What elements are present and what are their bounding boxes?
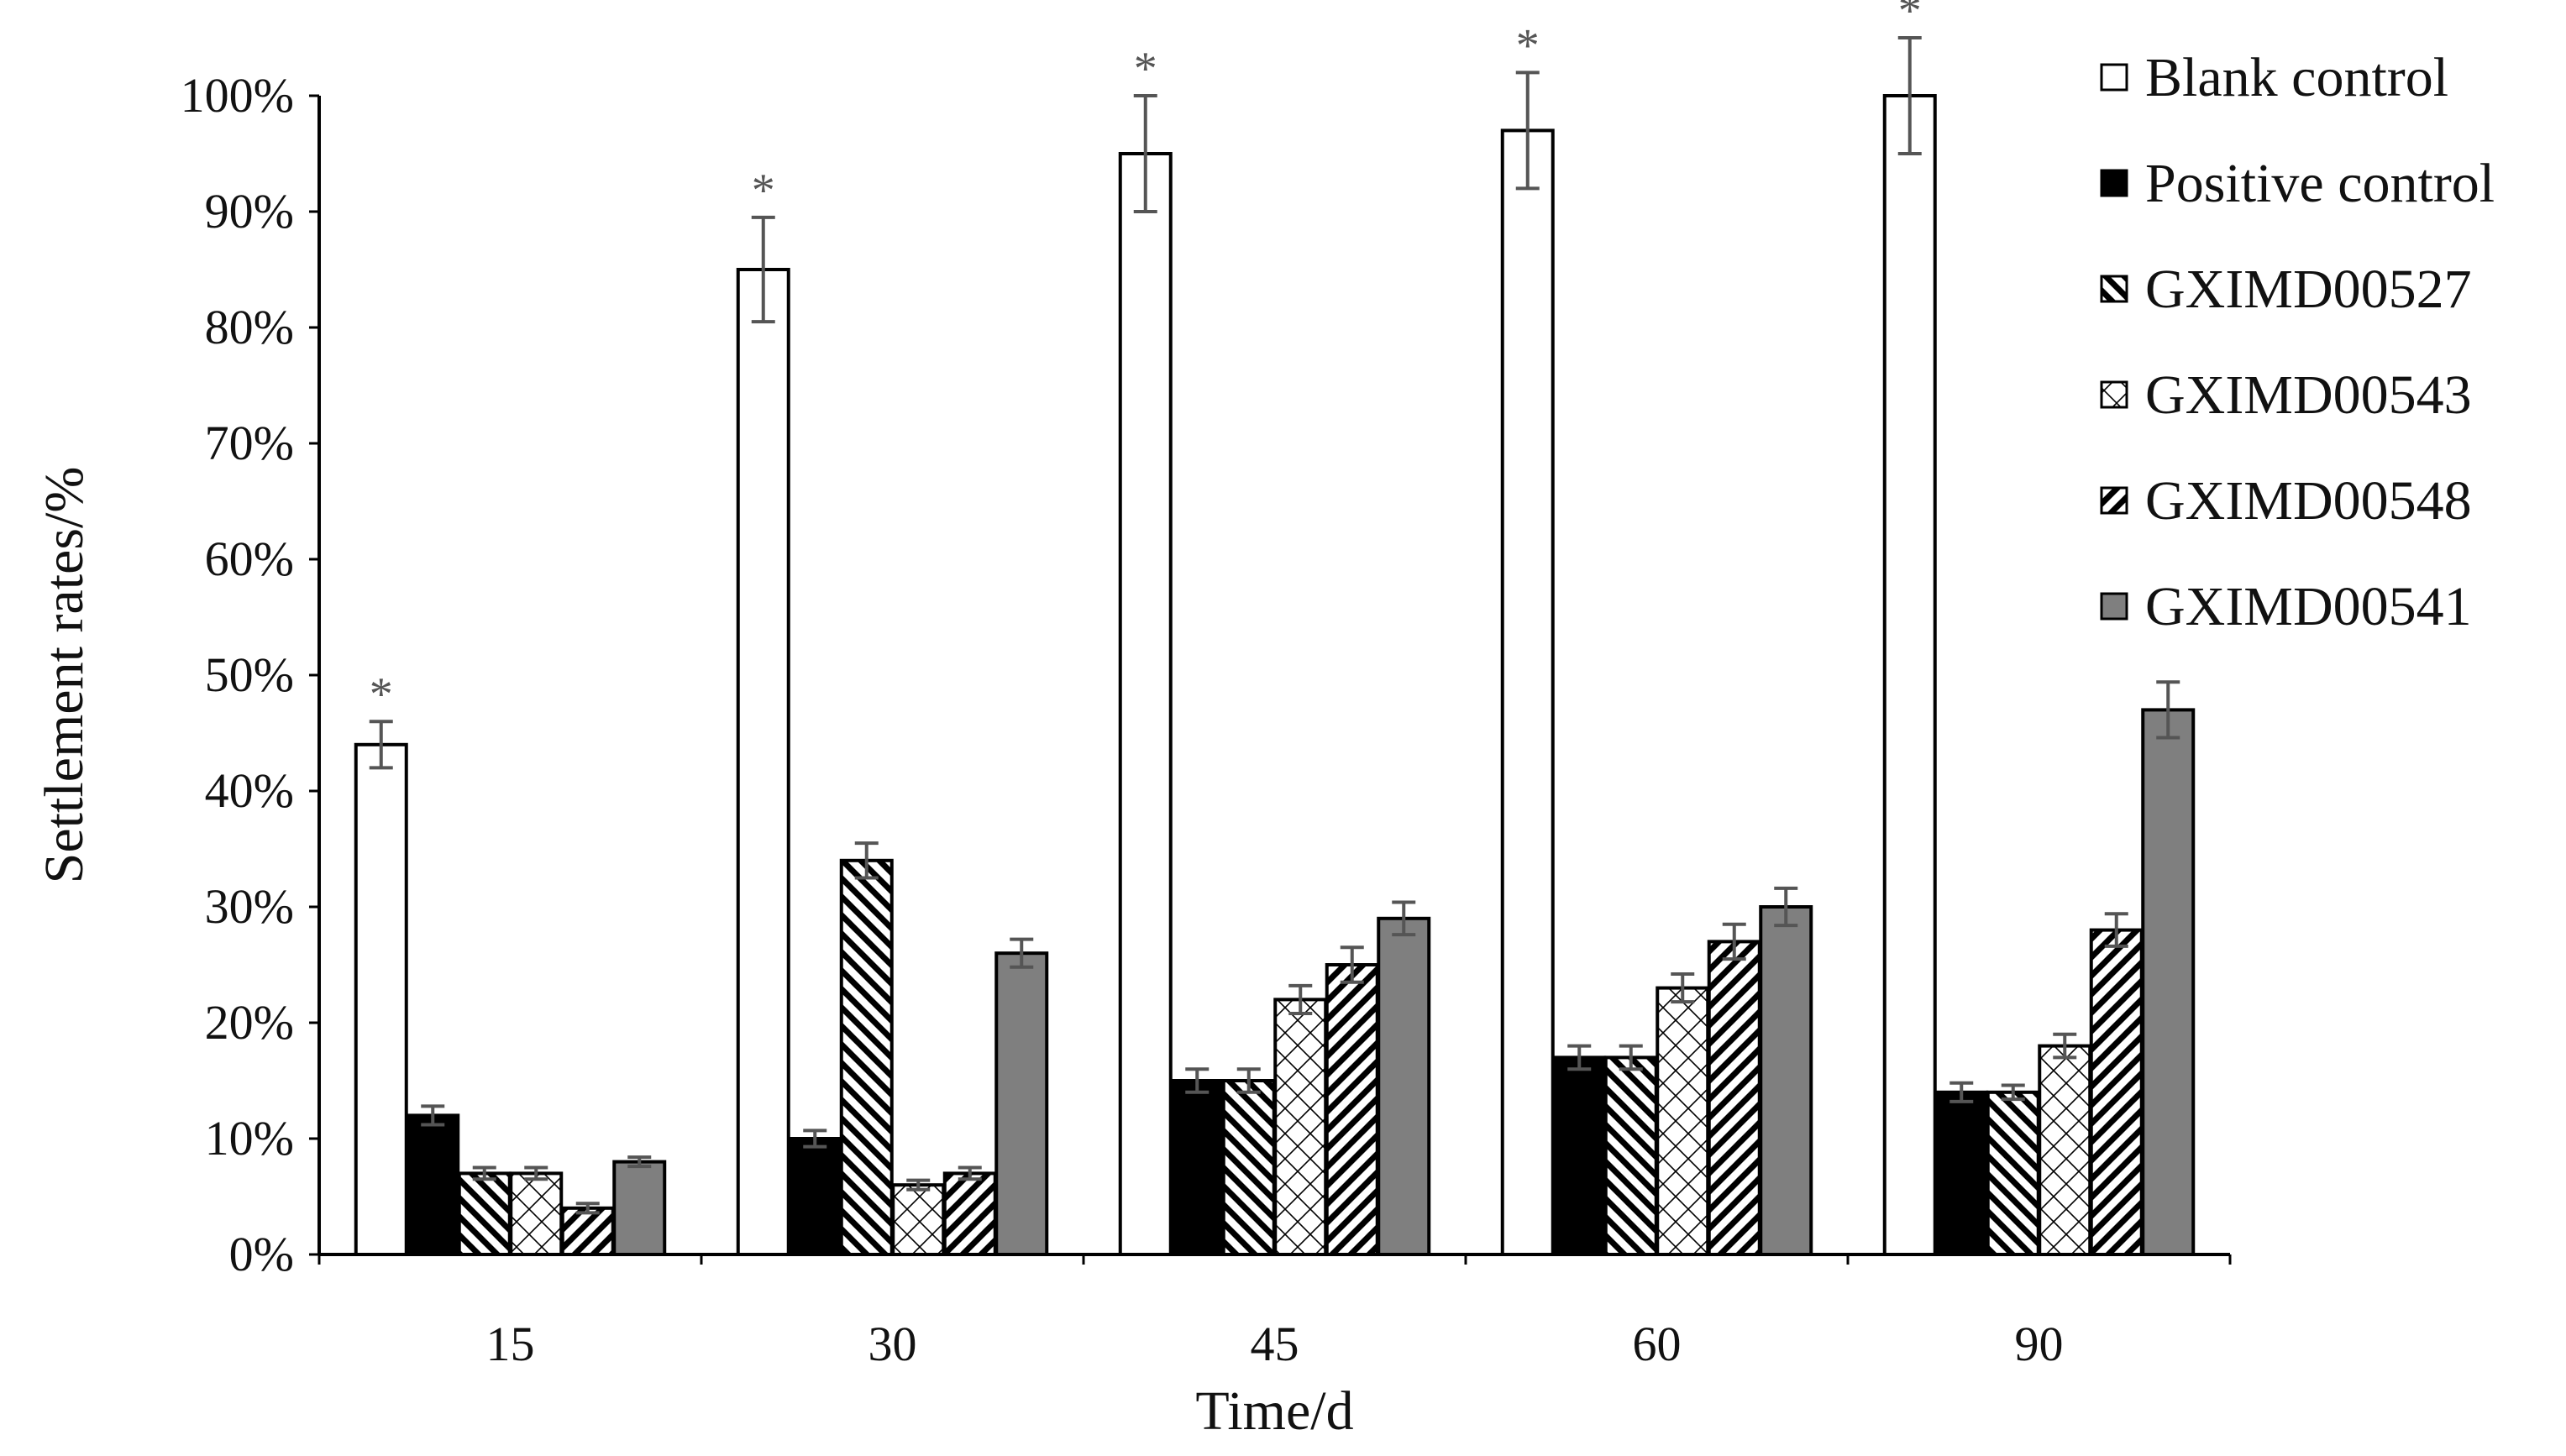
bar-gximd00548-15 <box>560 1206 615 1257</box>
bar-gximd00548-90 <box>2089 928 2144 1256</box>
legend-swatch <box>2100 275 2128 303</box>
x-tick-label: 60 <box>1633 1317 1682 1371</box>
bar-gximd00527-90 <box>1986 1090 2040 1257</box>
bar-gximd00527-30 <box>839 858 894 1257</box>
bar-gximd00543-15 <box>509 1171 564 1257</box>
significance-marker: * <box>1516 19 1540 71</box>
significance-marker: * <box>752 165 775 217</box>
legend-label: GXIMD00541 <box>2145 576 2472 637</box>
legend-label: Positive control <box>2145 153 2495 214</box>
legend-swatch <box>2100 380 2128 409</box>
bar-gximd00543-45 <box>1273 998 1328 1257</box>
bar-gximd00541-15 <box>612 1160 667 1256</box>
y-tick-label: 0% <box>229 1227 294 1281</box>
legend-swatch <box>2100 592 2128 621</box>
bar-positive-control-60 <box>1552 1055 1607 1257</box>
legend-label: Blank control <box>2145 47 2448 108</box>
bar-positive-control-15 <box>406 1113 460 1257</box>
y-tick-label: 100% <box>181 68 294 123</box>
bar-blank-control-15 <box>354 742 408 1256</box>
bar-gximd00527-15 <box>457 1171 512 1257</box>
y-tick-label: 70% <box>205 416 294 470</box>
legend-label: GXIMD00527 <box>2145 259 2472 320</box>
legend-swatch <box>2100 486 2128 515</box>
bar-gximd00543-30 <box>891 1183 946 1256</box>
x-tick-label: 90 <box>2015 1317 2064 1371</box>
bar-blank-control-45 <box>1118 152 1173 1256</box>
bar-gximd00548-30 <box>942 1171 997 1257</box>
bar-gximd00548-60 <box>1707 940 1761 1257</box>
significance-marker: * <box>1134 43 1157 95</box>
legend-label: GXIMD00543 <box>2145 364 2472 426</box>
y-tick-label: 10% <box>205 1111 294 1165</box>
y-tick-label: 40% <box>205 763 294 818</box>
bar-gximd00527-60 <box>1603 1055 1658 1257</box>
x-tick-label: 15 <box>486 1317 535 1371</box>
bar-gximd00543-60 <box>1656 986 1710 1256</box>
bar-gximd00541-60 <box>1759 905 1813 1256</box>
y-tick-label: 20% <box>205 995 294 1050</box>
x-tick-label: 45 <box>1251 1317 1299 1371</box>
y-tick-label: 80% <box>205 300 294 354</box>
bar-positive-control-45 <box>1170 1079 1225 1256</box>
significance-marker: * <box>370 668 393 720</box>
y-tick-label: 60% <box>205 532 294 586</box>
bar-gximd00541-30 <box>994 951 1049 1256</box>
legend-swatch <box>2100 169 2128 197</box>
significance-marker: * <box>1898 0 1922 37</box>
bar-gximd00541-90 <box>2141 708 2196 1256</box>
x-axis-title: Time/d <box>1195 1380 1353 1442</box>
bar-blank-control-60 <box>1500 128 1555 1256</box>
legend-label: GXIMD00548 <box>2145 470 2472 532</box>
x-tick-label: 30 <box>868 1317 917 1371</box>
bar-gximd00527-45 <box>1221 1079 1276 1256</box>
y-axis-title: Settlement rates/% <box>34 467 95 884</box>
bar-gximd00548-45 <box>1325 963 1379 1256</box>
bar-gximd00541-45 <box>1377 916 1431 1257</box>
y-tick-label: 30% <box>205 879 294 934</box>
bar-positive-control-30 <box>788 1137 842 1256</box>
legend-swatch <box>2100 63 2128 92</box>
y-tick-label: 50% <box>205 647 294 702</box>
bar-positive-control-90 <box>1934 1090 1989 1257</box>
y-tick-label: 90% <box>205 184 294 238</box>
bar-gximd00543-90 <box>2038 1044 2092 1256</box>
bar-blank-control-90 <box>1882 94 1937 1256</box>
bar-blank-control-30 <box>736 268 790 1256</box>
